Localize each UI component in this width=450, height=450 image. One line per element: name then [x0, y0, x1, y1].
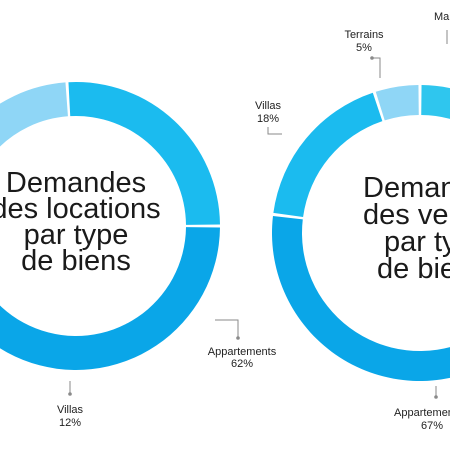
sales-maisons-label: Maisons [434, 11, 450, 23]
sales-slice-villas [273, 92, 383, 217]
sales-terrains-value: 5% [356, 42, 372, 54]
rentals-slice-villas [0, 82, 68, 147]
rentals-appartements-label: Appartements [208, 346, 277, 358]
sales-center-line-2: des ventes [363, 199, 450, 231]
sales-slice-terrains [375, 85, 419, 121]
rentals-appartements-leader [215, 319, 239, 338]
sales-villas-leader [267, 127, 282, 135]
rentals-center-line-2: des locations [0, 193, 161, 225]
rentals-slice-other [68, 82, 220, 225]
sales-center-line-3: par type [384, 226, 450, 258]
rentals-appartements-dot [236, 336, 240, 340]
sales-terrains-leader [372, 57, 381, 78]
sales-villas-label: Villas [255, 100, 282, 112]
rentals-appartements-value: 62% [231, 358, 253, 370]
rentals-center-line-1: Demandes [6, 167, 146, 199]
sales-appartements-label: Appartements [394, 407, 450, 419]
sales-center-line-1: Demandes [363, 172, 450, 204]
rentals-center-line-3: par type [24, 219, 129, 251]
rentals-slice-appartements [0, 227, 220, 370]
sales-slice-maisons [421, 85, 450, 119]
sales-donut-chart: Demandes des ventes par type de biens Te… [255, 11, 450, 432]
rentals-center-line-4: de biens [21, 245, 131, 277]
sales-slice-appartements [272, 215, 450, 381]
rentals-villas-dot [68, 392, 72, 396]
rentals-villas-value: 12% [59, 417, 81, 429]
rentals-donut-chart: Demandes des locations par type de biens… [0, 82, 277, 429]
rentals-villas-label: Villas [57, 404, 84, 416]
sales-appartements-value: 67% [421, 420, 443, 432]
sales-center-line-4: de biens [377, 253, 450, 285]
sales-terrains-label: Terrains [344, 29, 384, 41]
sales-villas-value: 18% [257, 113, 279, 125]
